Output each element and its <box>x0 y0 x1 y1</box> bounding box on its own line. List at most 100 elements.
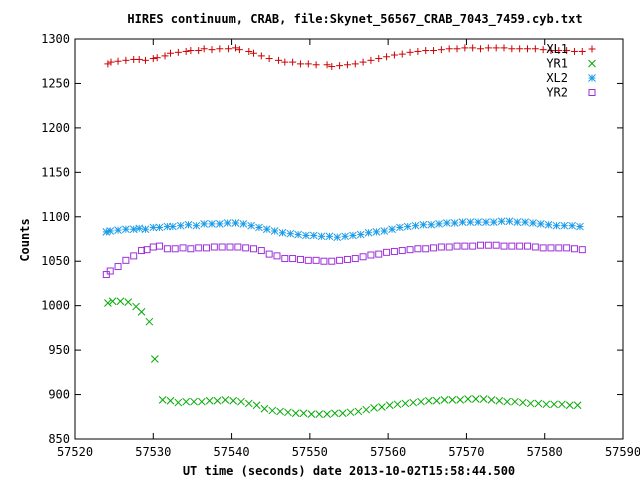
data-point <box>149 223 158 232</box>
data-point <box>102 271 110 279</box>
data-point <box>471 395 480 403</box>
axes <box>74 38 624 440</box>
data-point <box>477 241 485 249</box>
x-tick-label: 57590 <box>605 445 640 459</box>
data-point <box>409 398 418 407</box>
data-point <box>492 241 500 249</box>
data-point <box>403 222 412 231</box>
data-point <box>341 232 349 241</box>
data-point <box>458 218 467 226</box>
data-point <box>249 49 257 57</box>
data-point <box>484 44 492 52</box>
data-point <box>286 229 295 238</box>
data-point <box>492 44 500 52</box>
legend-label: XL2 <box>546 71 568 85</box>
data-point <box>518 398 527 407</box>
data-point <box>235 46 243 54</box>
y-tick-label: 1200 <box>41 121 70 135</box>
data-point <box>167 49 175 57</box>
y-tick-label: 1050 <box>41 254 70 268</box>
data-point <box>367 56 375 64</box>
data-point <box>187 245 195 253</box>
data-point <box>487 396 496 404</box>
data-point <box>351 255 359 263</box>
data-point <box>453 242 461 250</box>
data-point <box>396 223 404 232</box>
data-point <box>495 396 504 405</box>
data-point <box>417 397 425 406</box>
data-point <box>114 57 122 65</box>
data-point <box>210 243 218 251</box>
data-point <box>150 355 159 363</box>
data-point <box>203 244 211 252</box>
data-point <box>304 60 312 68</box>
y-tick-label: 1300 <box>41 32 70 46</box>
data-point <box>323 61 331 69</box>
data-point <box>106 227 115 235</box>
data-point <box>195 244 203 252</box>
data-point <box>500 242 508 250</box>
data-point <box>356 230 365 239</box>
data-point <box>262 225 271 234</box>
data-point <box>558 400 566 409</box>
data-point <box>281 255 289 263</box>
data-point <box>156 242 164 250</box>
data-point <box>268 406 277 415</box>
data-point <box>398 247 406 255</box>
data-point <box>336 62 344 70</box>
data-point <box>336 256 344 264</box>
data-point <box>221 396 230 404</box>
data-point <box>257 247 265 255</box>
data-point <box>171 245 179 253</box>
data-point <box>437 243 445 251</box>
data-point <box>484 241 492 249</box>
data-point <box>552 221 561 230</box>
data-point <box>516 242 524 250</box>
data-point <box>430 244 438 252</box>
data-point <box>320 257 328 265</box>
data-point <box>414 47 422 55</box>
data-point <box>223 219 232 227</box>
data-point <box>302 231 310 240</box>
data-point <box>388 225 396 234</box>
data-point <box>461 44 469 52</box>
data-point <box>346 408 355 417</box>
data-point <box>393 400 402 409</box>
data-point <box>213 396 222 405</box>
data-point <box>383 53 391 61</box>
data-point <box>534 399 543 408</box>
data-point <box>208 46 216 54</box>
data-point <box>526 399 535 408</box>
data-point <box>338 409 347 418</box>
data-point <box>508 45 516 53</box>
data-point <box>547 47 555 55</box>
data-point <box>158 396 167 404</box>
data-point <box>163 245 171 253</box>
data-point <box>312 61 320 69</box>
data-point <box>323 410 331 418</box>
y-tick-label: 1150 <box>41 165 70 179</box>
data-point <box>161 52 169 60</box>
data-point <box>375 55 383 63</box>
data-point <box>422 245 430 253</box>
data-point <box>114 226 122 234</box>
data-point <box>448 396 457 404</box>
data-point <box>563 244 571 252</box>
data-point <box>542 400 551 409</box>
data-point <box>260 404 269 413</box>
data-point <box>304 256 312 264</box>
data-point <box>497 217 506 226</box>
data-point <box>390 51 398 59</box>
series-xl2 <box>102 217 584 242</box>
data-point <box>284 408 292 417</box>
x-tick-label: 57560 <box>370 445 406 459</box>
data-point <box>135 224 144 233</box>
x-axis-label: UT time (seconds) date 2013-10-02T15:58:… <box>183 464 515 478</box>
data-point <box>375 250 383 258</box>
data-point <box>276 407 284 416</box>
data-point <box>362 405 371 414</box>
data-point <box>122 225 130 234</box>
series-yr1 <box>104 297 582 418</box>
data-point <box>182 47 190 55</box>
data-point <box>364 228 373 237</box>
